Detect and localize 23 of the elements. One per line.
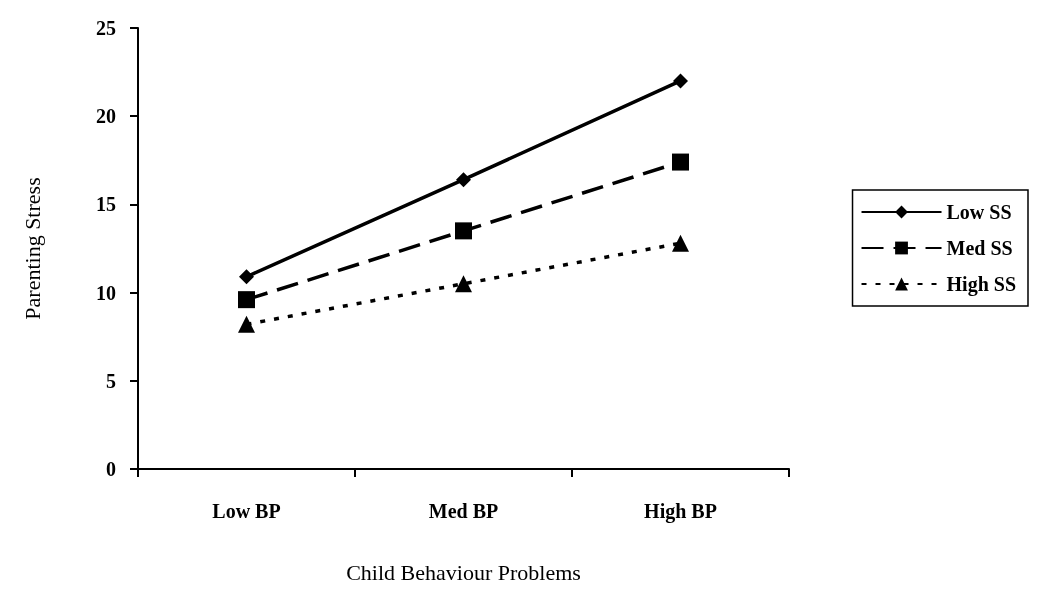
point [672,153,689,171]
y-tick-label: 25 [96,17,116,39]
legend-label: High SS [946,273,1016,296]
y-tick-label: 15 [96,193,116,216]
point [238,315,255,333]
point [238,291,255,309]
point [239,269,254,285]
legend-label: Low SS [946,201,1012,223]
legend-label: Med SS [946,237,1013,259]
x-tick-label: Med BP [428,500,499,522]
y-tick-label: 0 [106,458,116,480]
point [673,73,688,89]
x-axis-title: Child Behaviour Problems [346,559,581,585]
x-tick-label: Low BP [212,500,281,522]
y-tick-label: 10 [96,281,116,304]
y-tick-label: 5 [106,369,116,392]
y-axis-title: Parenting Stress [19,177,45,320]
y-tick-label: 20 [96,105,116,128]
point [455,275,472,293]
point [456,172,471,188]
point [672,234,689,252]
x-tick-label: High BP [644,500,717,523]
point [455,222,472,240]
